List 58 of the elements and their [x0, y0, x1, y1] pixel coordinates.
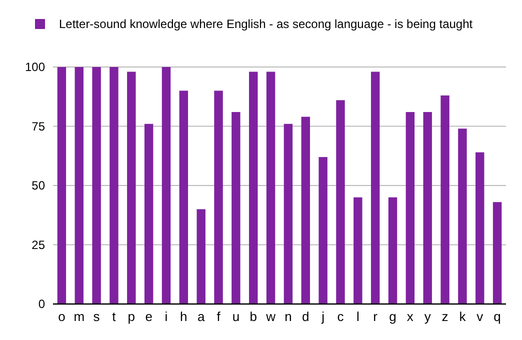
x-tick-label: j: [320, 309, 325, 324]
bar: [196, 209, 206, 304]
bar: [388, 197, 398, 304]
bar: [458, 128, 467, 304]
x-tick-label: t: [112, 309, 116, 324]
bar: [266, 72, 276, 304]
bar: [370, 72, 380, 304]
x-tick-label: x: [406, 309, 414, 324]
x-tick-label: q: [494, 309, 501, 324]
bar: [249, 72, 258, 304]
x-tick-label: z: [442, 309, 448, 324]
bar: [284, 124, 293, 304]
x-tick-label: g: [389, 309, 396, 324]
bar: [110, 67, 118, 304]
x-tick-label: k: [459, 309, 466, 324]
x-tick-label: e: [145, 309, 152, 324]
bar: [354, 197, 362, 304]
legend-label: Letter-sound knowledge where English - as secong language - is being taught: [59, 17, 474, 32]
bar: [318, 157, 328, 304]
bar: [92, 67, 101, 304]
bar: [127, 72, 136, 304]
x-tick-label: b: [250, 309, 257, 324]
bar: [57, 67, 66, 304]
x-tick-label: h: [180, 309, 188, 324]
y-tick-label: 50: [32, 178, 46, 193]
bar: [476, 152, 484, 304]
x-tick-label: r: [373, 309, 378, 324]
x-tick-label: l: [356, 309, 360, 324]
y-tick-label: 100: [24, 60, 46, 74]
x-tick-label: o: [58, 309, 66, 324]
x-tick-label: w: [265, 309, 276, 324]
x-tick-label: c: [337, 309, 344, 324]
y-tick-label: 75: [32, 119, 46, 134]
bar: [301, 116, 310, 304]
x-tick-label: y: [424, 309, 432, 324]
x-tick-label: m: [74, 309, 85, 324]
x-tick-label: s: [93, 309, 100, 324]
bar: [179, 90, 188, 304]
x-tick-label: n: [284, 309, 292, 324]
x-tick-label: f: [216, 309, 221, 324]
bar: [406, 112, 415, 304]
bar: [214, 90, 223, 304]
x-tick-label: a: [197, 309, 206, 324]
bar: [144, 124, 154, 304]
x-tick-label: d: [302, 309, 310, 324]
x-tick-label: i: [164, 309, 168, 324]
bar: [423, 112, 432, 304]
bar: [232, 112, 240, 304]
y-tick-label: 0: [38, 297, 46, 312]
x-tick-label: u: [232, 309, 240, 324]
x-tick-label: v: [476, 309, 484, 324]
bar: [440, 95, 450, 304]
bar: [162, 67, 171, 304]
bar: [336, 100, 345, 304]
bar: [74, 67, 84, 304]
bar: [492, 202, 502, 304]
y-tick-label: 25: [32, 238, 46, 252]
x-tick-label: p: [128, 309, 136, 324]
